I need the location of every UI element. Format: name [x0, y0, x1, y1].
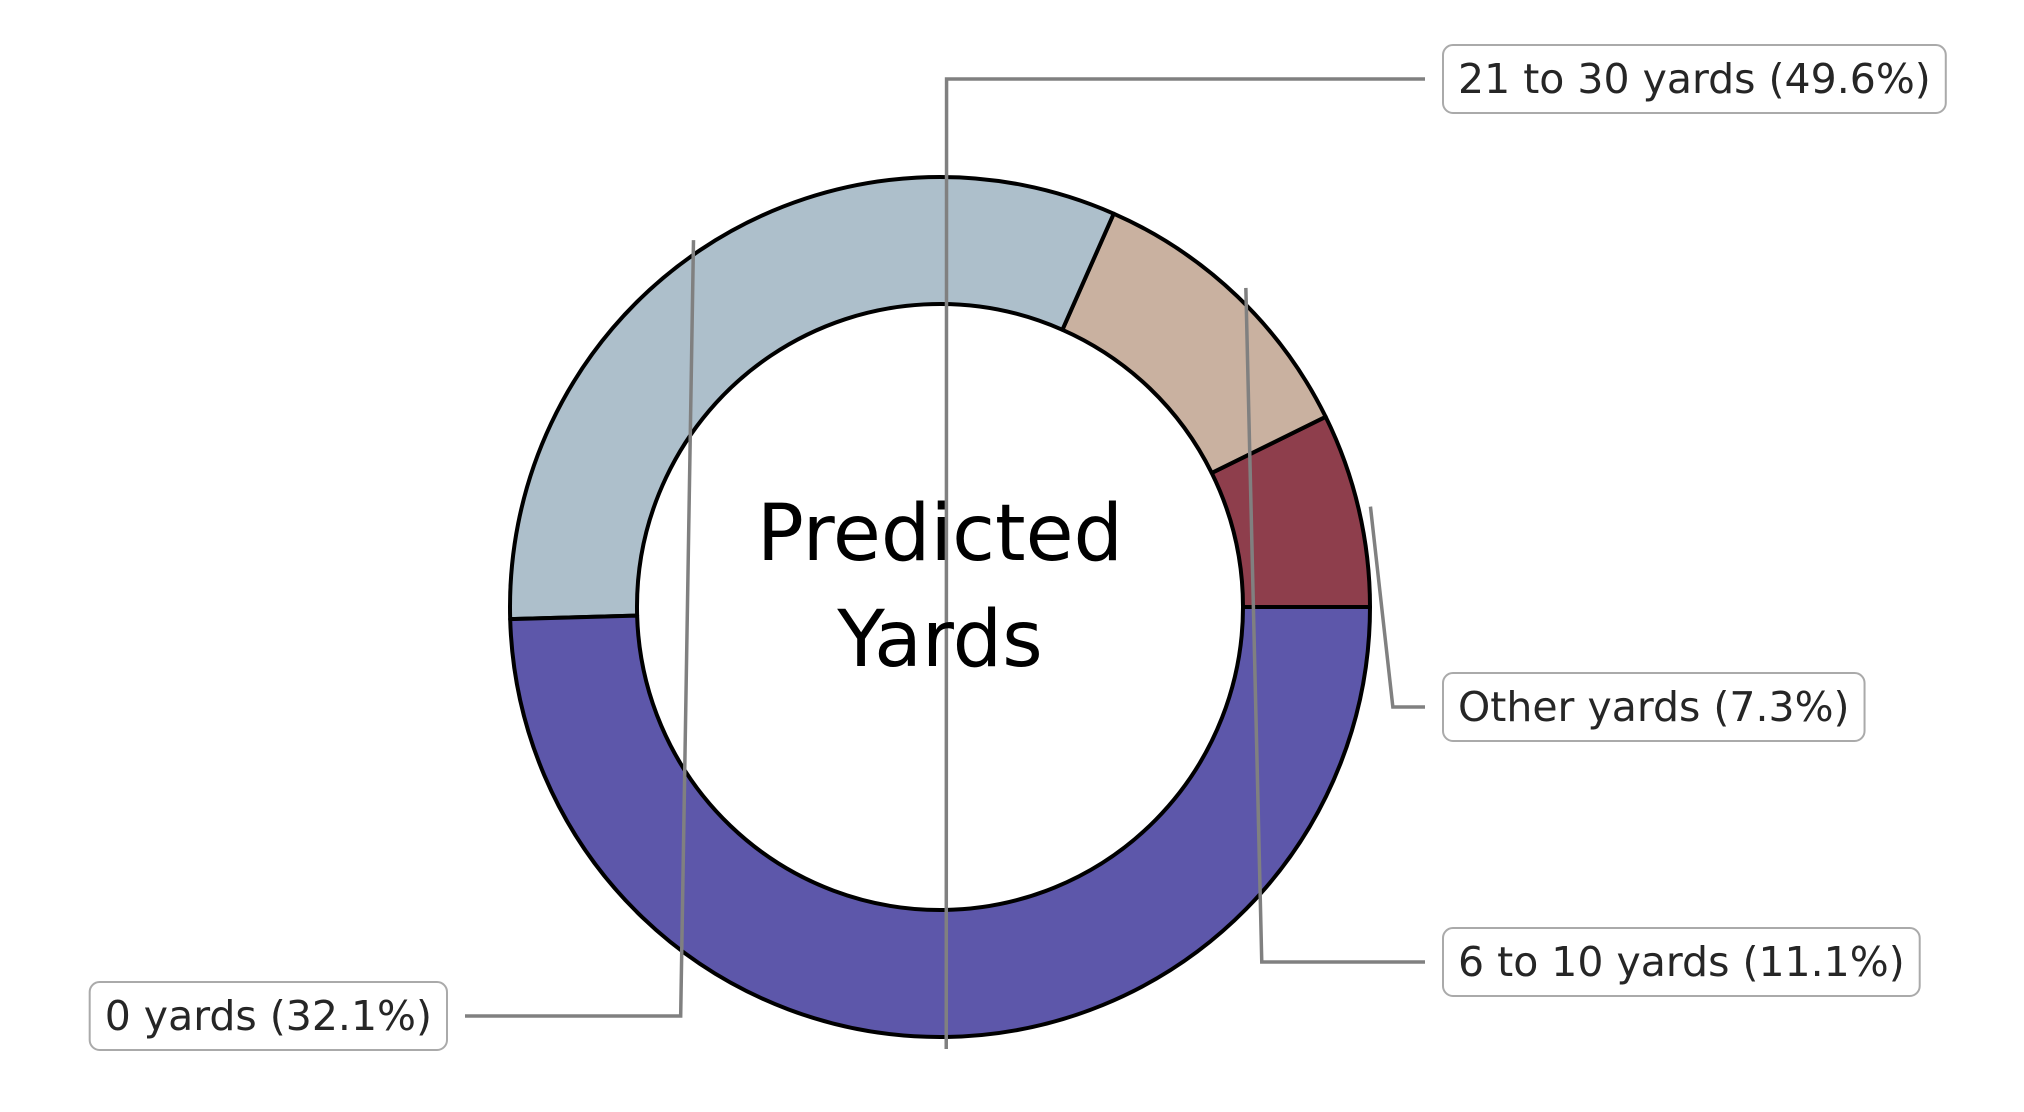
slice-labels: Other yards (7.3%) 6 to 10 yards (11.1%) 0… [88, 44, 1947, 1051]
center-label-line-1: Predicted [757, 489, 1123, 579]
slice-label-text: 0 yards (32.1%) [105, 992, 432, 1040]
slice-label-box [1442, 927, 1921, 997]
slice-label-text: 21 to 30 yards (49.6%) [1458, 55, 1931, 103]
slice-label: Other yards (7.3%) [1442, 672, 1866, 742]
leader-line [1244, 287, 1425, 964]
center-label-line-2: Yards [836, 595, 1043, 685]
slice-label: 6 to 10 yards (11.1%) [1442, 927, 1921, 997]
slice-6-to-10-yards [1060, 211, 1328, 475]
slice-0-yards [508, 175, 1116, 622]
slice-label: 0 yards (32.1%) [88, 981, 448, 1051]
leader-line [944, 77, 1425, 1049]
slice-label-box [88, 981, 448, 1051]
slice-label: 21 to 30 yards (49.6%) [1442, 44, 1947, 114]
slice-label-text: 6 to 10 yards (11.1%) [1458, 938, 1905, 986]
slice-label-box [1442, 672, 1866, 742]
slice-label-text: Other yards (7.3%) [1458, 683, 1850, 731]
label-leader-lines [465, 77, 1425, 1049]
leader-line [1368, 506, 1425, 709]
leader-line [465, 240, 696, 1018]
slice-label-box [1442, 44, 1947, 114]
slice-21-to-30-yards [508, 605, 1372, 1039]
